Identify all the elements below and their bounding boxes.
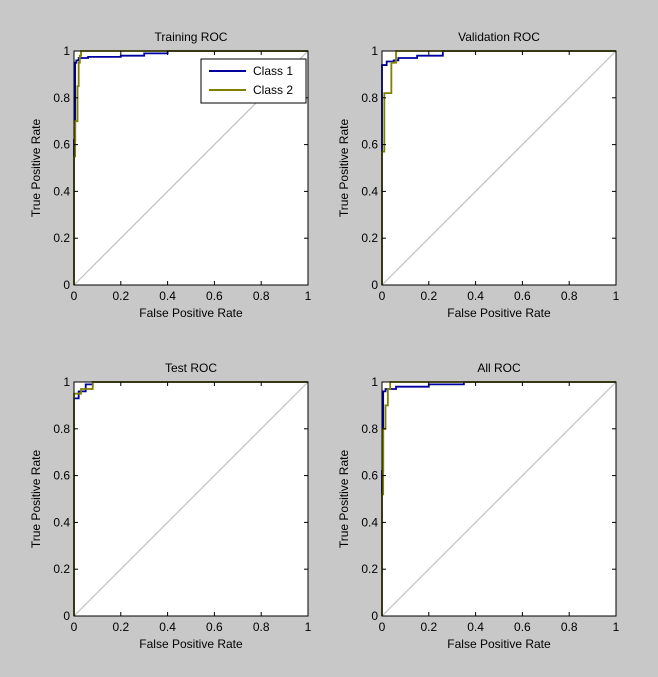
x-tick-label: 0.2 — [420, 620, 437, 634]
x-axis-label: False Positive Rate — [447, 306, 551, 320]
y-tick-label: 1 — [63, 44, 70, 58]
x-tick-label: 0.4 — [159, 289, 176, 303]
roc-curve-class-2 — [381, 381, 616, 616]
axes-frame — [73, 381, 309, 617]
chance-diagonal — [381, 381, 617, 617]
x-tick-label: 0.2 — [112, 289, 129, 303]
y-tick-label: 0.6 — [361, 469, 378, 483]
y-tick-label: 0 — [371, 278, 378, 292]
y-tick-label: 0.8 — [53, 422, 70, 436]
roc-curve-class-2 — [381, 50, 616, 285]
chance-diagonal — [73, 381, 309, 617]
legend: Class 1 Class 2 — [200, 58, 307, 104]
y-tick-label: 0 — [371, 609, 378, 623]
x-tick-label: 1 — [305, 289, 312, 303]
y-axis-label: True Positive Rate — [29, 119, 43, 218]
x-tick-label: 1 — [305, 620, 312, 634]
chart-title: Validation ROC — [458, 30, 540, 44]
y-tick-label: 0 — [63, 609, 70, 623]
x-tick-label: 0.6 — [514, 620, 531, 634]
roc-panel: 0 0.2 0.4 0.6 0.8 1 0 0.2 0.4 0.6 0.8 1 Training ROC… — [29, 30, 312, 320]
x-tick-label: 0.4 — [159, 620, 176, 634]
y-tick-label: 1 — [371, 375, 378, 389]
roc-curve-class-1 — [73, 50, 308, 285]
x-tick-label: 0.4 — [467, 620, 484, 634]
x-tick-label: 0.8 — [253, 289, 270, 303]
x-tick-label: 0.2 — [420, 289, 437, 303]
y-tick-label: 0.2 — [361, 231, 378, 245]
x-tick-label: 0 — [379, 620, 386, 634]
y-tick-label: 1 — [371, 44, 378, 58]
chart-title: Training ROC — [155, 30, 228, 44]
y-tick-label: 0.2 — [53, 562, 70, 576]
y-tick-label: 0.4 — [53, 515, 70, 529]
x-axis-label: False Positive Rate — [447, 637, 551, 651]
y-tick-label: 0.4 — [361, 515, 378, 529]
y-axis-label: True Positive Rate — [337, 119, 351, 218]
y-axis-label: True Positive Rate — [337, 450, 351, 549]
y-axis-label: True Positive Rate — [29, 450, 43, 549]
x-tick-label: 0.6 — [206, 620, 223, 634]
roc-panel: 0 0.2 0.4 0.6 0.8 1 0 0.2 0.4 0.6 0.8 1 All ROC False… — [337, 361, 620, 651]
x-tick-label: 0.8 — [561, 289, 578, 303]
x-tick-label: 0.6 — [206, 289, 223, 303]
roc-curve-class-1 — [381, 50, 616, 285]
axes-frame — [73, 50, 309, 286]
axes-frame — [381, 381, 617, 617]
y-tick-label: 0.4 — [53, 184, 70, 198]
x-axis-label: False Positive Rate — [139, 306, 243, 320]
y-tick-label: 0.2 — [53, 231, 70, 245]
y-tick-label: 0.8 — [361, 422, 378, 436]
y-tick-label: 1 — [63, 375, 70, 389]
chart-title: Test ROC — [165, 361, 217, 375]
x-tick-label: 1 — [613, 289, 620, 303]
x-tick-label: 0.2 — [112, 620, 129, 634]
legend-entry: Class 1 — [253, 64, 293, 78]
x-tick-label: 0.6 — [514, 289, 531, 303]
legend-box — [200, 58, 307, 104]
y-tick-label: 0.2 — [361, 562, 378, 576]
x-tick-label: 0 — [71, 289, 78, 303]
x-tick-label: 0.8 — [561, 620, 578, 634]
y-tick-label: 0.6 — [361, 138, 378, 152]
y-tick-label: 0.6 — [53, 469, 70, 483]
y-tick-label: 0.8 — [53, 91, 70, 105]
roc-panel: 0 0.2 0.4 0.6 0.8 1 0 0.2 0.4 0.6 0.8 1 Test ROC Fals… — [29, 361, 312, 651]
y-tick-label: 0.4 — [361, 184, 378, 198]
x-tick-label: 0 — [379, 289, 386, 303]
chart-title: All ROC — [477, 361, 521, 375]
roc-curve-class-2 — [73, 50, 308, 285]
x-axis-label: False Positive Rate — [139, 637, 243, 651]
x-tick-label: 1 — [613, 620, 620, 634]
x-tick-label: 0.4 — [467, 289, 484, 303]
chance-diagonal — [381, 50, 617, 286]
y-tick-label: 0 — [63, 278, 70, 292]
y-tick-label: 0.6 — [53, 138, 70, 152]
legend-entry: Class 2 — [253, 83, 293, 97]
x-tick-label: 0.8 — [253, 620, 270, 634]
y-tick-label: 0.8 — [361, 91, 378, 105]
x-tick-label: 0 — [71, 620, 78, 634]
axes-frame — [381, 50, 617, 286]
roc-panel: 0 0.2 0.4 0.6 0.8 1 0 0.2 0.4 0.6 0.8 1 Validation R… — [337, 30, 620, 320]
